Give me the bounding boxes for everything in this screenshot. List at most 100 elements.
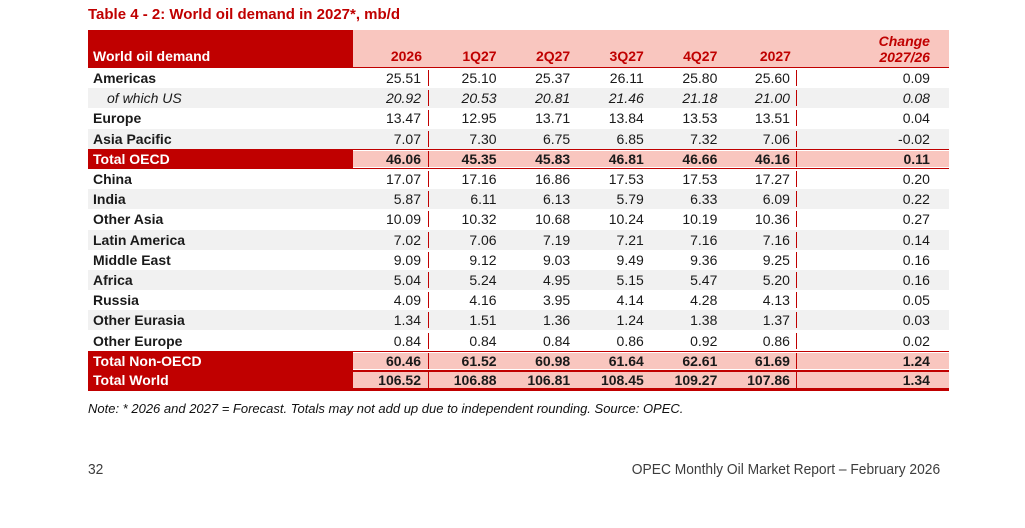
cell-1q27: 20.53: [461, 90, 497, 107]
header-columns: 2026 1Q27 2Q27 3Q27 4Q27 2027: [353, 30, 797, 67]
row-label: Latin America: [93, 231, 186, 248]
cell-change: -0.02: [898, 130, 930, 147]
cell-2027: 6.09: [723, 191, 797, 208]
cell-1q27: 7.30: [469, 130, 497, 147]
cell-1q27: 17.16: [461, 171, 497, 188]
cell-2026: 13.47: [353, 110, 429, 127]
cell-3q27: 7.21: [616, 231, 644, 248]
table-row-asia-pacific: Asia Pacific 7.07 7.30 6.75 6.85 7.32 7.06 -0.0…: [88, 128, 949, 149]
cell-2026: 20.92: [353, 90, 429, 107]
header-change: Change 2027/26: [796, 30, 949, 67]
row-label: Other Eurasia: [93, 312, 185, 329]
cell-1q27: 61.52: [429, 352, 503, 369]
cell-3q27: 9.49: [616, 251, 644, 268]
cell-2026: 9.09: [353, 251, 429, 268]
world-oil-demand-table: World oil demand 2026 1Q27 2Q27 3Q27 4Q27 202…: [88, 30, 949, 391]
cell-2q27: 1.36: [542, 312, 571, 329]
row-label: Middle East: [93, 251, 171, 268]
table-row-total-oecd: Total OECD 46.06 45.35 45.83 46.81 46.66 46.16…: [88, 148, 949, 169]
header-change-line2: 2027/26: [879, 49, 930, 65]
table-row-latin-america: Latin America 7.02 7.06 7.19 7.21 7.16 7.16 0.1…: [88, 229, 949, 250]
cell-1q27: 0.84: [469, 332, 497, 349]
header-col-2026: 2026: [390, 48, 422, 64]
cell-2q27: 13.71: [535, 110, 571, 127]
cell-3q27: 26.11: [609, 70, 644, 87]
cell-2027: 10.36: [723, 211, 797, 228]
cell-1q27: 1.51: [469, 312, 497, 329]
table-row-total-non-oecd: Total Non-OECD 60.46 61.52 60.98 61.64 62.61 6…: [88, 350, 949, 371]
cell-2q27: 4.95: [542, 271, 571, 288]
cell-2026: 5.04: [353, 271, 429, 288]
cell-4q27: 1.38: [690, 312, 718, 329]
header-col-1q27: 1Q27: [462, 48, 497, 64]
cell-2027: 25.60: [723, 70, 797, 87]
table-title: Table 4 - 2: World oil demand in 2027*, …: [88, 6, 401, 23]
cell-1q27: 9.12: [469, 251, 497, 268]
cell-2q27: 45.83: [502, 150, 577, 167]
cell-2q27: 25.37: [535, 70, 571, 87]
table-row-india: India 5.87 6.11 6.13 5.79 6.33 6.09 0.22: [88, 189, 949, 210]
cell-2026: 46.06: [353, 150, 429, 167]
cell-change: 0.05: [902, 292, 930, 309]
cell-2026: 7.02: [353, 231, 429, 248]
row-label: Total World: [88, 371, 353, 388]
cell-1q27: 25.10: [461, 70, 497, 87]
cell-1q27: 12.95: [461, 110, 497, 127]
cell-4q27: 0.92: [690, 332, 718, 349]
cell-2026: 25.51: [353, 70, 429, 87]
row-label: Africa: [93, 271, 133, 288]
table-row-americas: Americas 25.51 25.10 25.37 26.11 25.80 25.60 0.…: [88, 68, 949, 89]
cell-2027: 7.16: [723, 231, 797, 248]
row-label: Total OECD: [88, 149, 353, 168]
cell-4q27: 10.19: [682, 211, 718, 228]
cell-2q27: 7.19: [542, 231, 571, 248]
row-label: Other Asia: [93, 211, 164, 228]
cell-4q27: 5.47: [690, 271, 718, 288]
cell-4q27: 4.28: [690, 292, 718, 309]
cell-3q27: 108.45: [576, 371, 650, 388]
cell-change: 0.04: [902, 110, 930, 127]
page-footer: 32 OPEC Monthly Oil Market Report – Febr…: [88, 461, 940, 478]
cell-2027: 0.86: [723, 332, 797, 349]
cell-change: 0.22: [902, 191, 930, 208]
header-col-4q27: 4Q27: [683, 48, 718, 64]
header-change-line1: Change: [878, 33, 930, 49]
header-col-2q27: 2Q27: [535, 48, 571, 64]
cell-2q27: 6.13: [542, 191, 571, 208]
cell-3q27: 17.53: [608, 171, 644, 188]
cell-4q27: 6.33: [690, 191, 718, 208]
cell-3q27: 46.81: [576, 150, 650, 167]
table-row-africa: Africa 5.04 5.24 4.95 5.15 5.47 5.20 0.16: [88, 269, 949, 291]
cell-2026: 4.09: [353, 292, 429, 309]
cell-2027: 1.37: [723, 312, 797, 329]
cell-change: 1.24: [796, 352, 949, 369]
cell-change: 0.16: [902, 271, 930, 288]
table-row-china: China 17.07 17.16 16.86 17.53 17.53 17.27 0.20: [88, 168, 949, 190]
cell-3q27: 5.79: [616, 191, 644, 208]
cell-change: 0.14: [902, 231, 930, 248]
cell-1q27: 106.88: [429, 371, 503, 388]
row-label: China: [93, 171, 132, 188]
cell-1q27: 5.24: [469, 271, 497, 288]
header-col-2027: 2027: [759, 48, 791, 64]
cell-3q27: 21.46: [608, 90, 644, 107]
cell-1q27: 45.35: [429, 150, 503, 167]
cell-2q27: 3.95: [542, 292, 571, 309]
cell-4q27: 21.18: [682, 90, 718, 107]
cell-2q27: 10.68: [535, 211, 571, 228]
report-title: OPEC Monthly Oil Market Report – Februar…: [631, 461, 940, 478]
row-label: Total Non-OECD: [88, 351, 353, 370]
cell-2026: 106.52: [353, 371, 429, 388]
cell-2027: 21.00: [723, 90, 797, 107]
cell-4q27: 62.61: [649, 352, 724, 369]
cell-3q27: 1.24: [616, 312, 644, 329]
cell-2q27: 16.86: [535, 171, 571, 188]
cell-2027: 9.25: [723, 251, 797, 268]
table-row-other-europe: Other Europe 0.84 0.84 0.84 0.86 0.92 0.86 0.02: [88, 330, 949, 351]
cell-change: 0.02: [902, 332, 930, 349]
header-label: World oil demand: [88, 30, 353, 67]
row-label: of which US: [107, 90, 182, 107]
cell-2026: 17.07: [353, 171, 429, 188]
cell-change: 0.16: [902, 251, 930, 268]
cell-3q27: 61.64: [576, 352, 650, 369]
